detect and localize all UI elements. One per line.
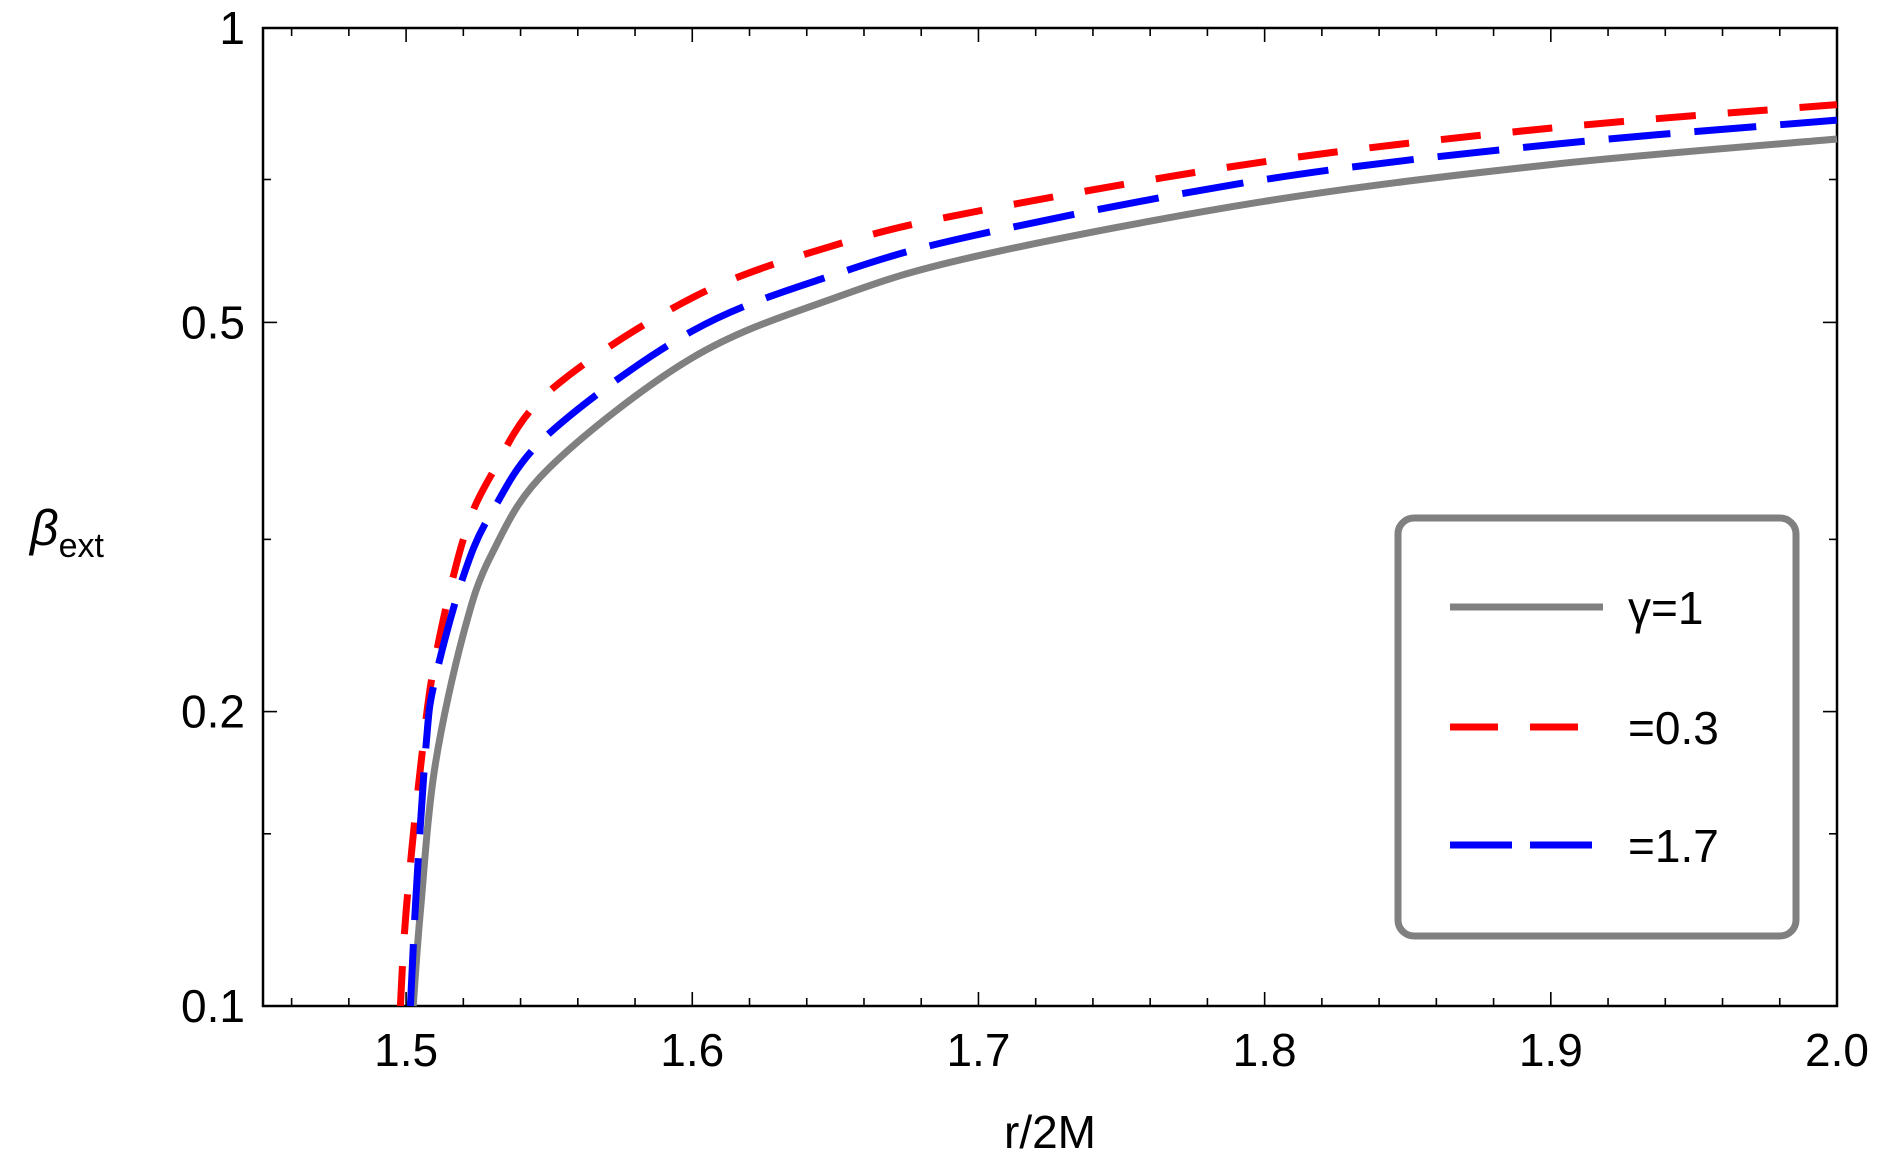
- y-tick-label: 0.2: [181, 686, 245, 738]
- y-axis-label-main: β: [28, 500, 59, 556]
- legend-label-gamma-1: γ=1: [1628, 582, 1703, 634]
- series-layer: [396, 101, 1838, 1007]
- x-tick-label: 1.9: [1519, 1024, 1583, 1076]
- series-line-gamma-0.3: [396, 101, 1838, 1007]
- series-line-gamma-1: [409, 135, 1838, 1007]
- series-line-gamma-1.7: [406, 116, 1838, 1007]
- x-tick-label: 1.8: [1233, 1024, 1297, 1076]
- x-tick-label: 1.5: [374, 1024, 438, 1076]
- x-tick-label: 1.7: [946, 1024, 1010, 1076]
- x-axis-label: r/2M: [1004, 1106, 1096, 1158]
- y-axis-label-sub: ext: [59, 527, 105, 565]
- legend-box: [1394, 514, 1800, 940]
- ticks-layer: [263, 27, 1838, 1007]
- legend-label-gamma-0.3: =0.3: [1628, 702, 1719, 754]
- legend: γ=1 =0.3 =1.7: [1394, 514, 1800, 940]
- y-tick-label: 0.1: [181, 980, 245, 1032]
- legend-label-gamma-1.7: =1.7: [1628, 820, 1719, 872]
- x-tick-label: 1.6: [660, 1024, 724, 1076]
- y-axis-label: βext: [28, 500, 104, 565]
- x-tick-label: 2.0: [1805, 1024, 1869, 1076]
- tick-labels-layer: 1.5 1.6 1.7 1.8 1.9 2.0 0.1 0.2 0.5 1: [181, 2, 1869, 1076]
- y-tick-label: 0.5: [181, 296, 245, 348]
- y-tick-label: 1: [219, 2, 245, 54]
